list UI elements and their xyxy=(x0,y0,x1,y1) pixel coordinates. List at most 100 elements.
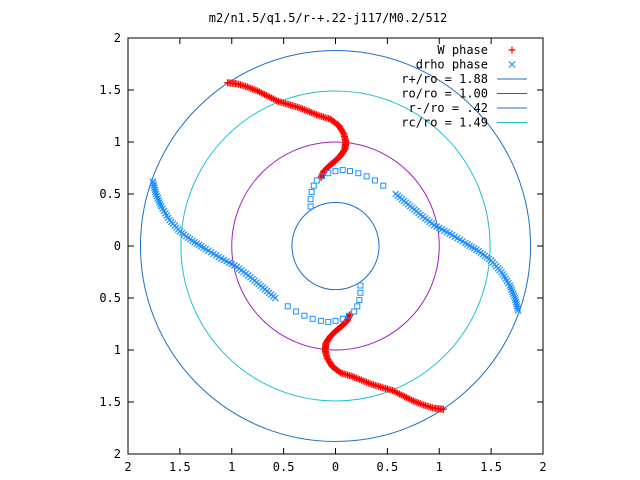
data-point-series-1 xyxy=(508,286,515,294)
data-point-series-0 xyxy=(247,84,255,92)
data-point-series-0 xyxy=(250,86,258,94)
data-point-series-2 xyxy=(339,315,346,322)
data-point-series-0 xyxy=(245,84,253,92)
data-point-series-1 xyxy=(514,304,522,312)
x-tick-label: 1.5 xyxy=(480,460,502,474)
data-point-series-1 xyxy=(152,188,159,196)
data-point-series-0 xyxy=(302,106,310,114)
data-point-series-1 xyxy=(511,294,519,302)
data-point-series-0 xyxy=(252,86,260,94)
data-point-series-0 xyxy=(300,106,308,114)
data-point-series-0 xyxy=(299,105,307,113)
legend-label: rc/ro = 1.49 xyxy=(401,116,488,130)
data-point-series-0 xyxy=(390,387,398,395)
data-point-series-2 xyxy=(301,312,308,319)
data-point-series-0 xyxy=(397,391,405,399)
data-point-series-1 xyxy=(507,284,515,292)
data-point-series-2 xyxy=(319,173,326,180)
data-point-series-1 xyxy=(514,307,522,314)
data-point-series-1 xyxy=(513,300,520,308)
data-point-series-0 xyxy=(411,398,419,406)
data-point-series-2 xyxy=(339,167,346,174)
data-point-series-0 xyxy=(349,373,357,381)
data-point-series-0 xyxy=(413,398,421,406)
data-point-series-1 xyxy=(149,180,157,188)
data-point-series-2 xyxy=(307,196,314,203)
y-tick-label: 2 xyxy=(114,447,121,461)
data-point-series-0 xyxy=(415,399,422,407)
data-point-series-2 xyxy=(345,312,352,319)
data-point-series-0 xyxy=(351,373,359,381)
data-point-series-0 xyxy=(297,104,305,112)
data-point-series-2 xyxy=(309,315,316,322)
x-tick-label: 1 xyxy=(228,460,235,474)
data-point-series-1 xyxy=(509,290,517,298)
data-point-series-2 xyxy=(284,303,291,310)
data-point-series-1 xyxy=(510,292,518,300)
data-point-series-1 xyxy=(156,198,163,206)
data-point-series-0 xyxy=(356,375,364,383)
data-point-series-2 xyxy=(313,177,320,184)
data-point-series-2 xyxy=(380,182,387,189)
x-tick-label: 2 xyxy=(124,460,131,474)
y-tick-label: 2 xyxy=(114,31,121,45)
x-tick-label: 1 xyxy=(436,460,443,474)
data-point-series-0 xyxy=(418,400,426,408)
data-point-series-0 xyxy=(317,173,325,181)
circle-series-4 xyxy=(231,141,440,351)
data-point-series-0 xyxy=(361,378,369,386)
data-point-series-1 xyxy=(154,194,162,202)
data-point-series-0 xyxy=(354,375,362,383)
data-point-series-2 xyxy=(357,282,364,289)
data-point-series-0 xyxy=(312,111,320,119)
circle-series-3 xyxy=(139,49,532,443)
data-point-series-2 xyxy=(354,303,361,310)
reference-circles xyxy=(139,49,532,443)
data-point-series-1 xyxy=(153,192,161,200)
axis-ticks: 2 1.5 1 0.5 0 0.5 1 1.5 221.510.500.511.52 xyxy=(99,31,546,474)
data-point-series-2 xyxy=(325,170,332,177)
data-point-series-0 xyxy=(307,109,315,117)
data-point-series-0 xyxy=(273,97,281,105)
data-point-series-0 xyxy=(357,376,365,384)
data-point-series-0 xyxy=(271,96,279,104)
data-point-series-0 xyxy=(304,107,312,115)
data-point-series-2 xyxy=(308,188,315,195)
x-tick-label: 0.5 xyxy=(273,460,295,474)
data-point-series-1 xyxy=(149,178,157,185)
data-point-series-1 xyxy=(512,298,520,306)
y-tick-label: 0.5 xyxy=(99,187,121,201)
legend-label: W phase xyxy=(437,43,488,57)
data-point-series-0 xyxy=(352,374,360,382)
data-point-series-2 xyxy=(332,168,339,175)
data-point-series-2 xyxy=(351,308,358,315)
data-point-series-0 xyxy=(309,109,317,117)
data-point-series-2 xyxy=(293,308,300,315)
data-point-series-2 xyxy=(363,173,370,180)
data-point-series-0 xyxy=(366,380,374,388)
x-tick-label: 0.5 xyxy=(377,460,399,474)
data-point-series-2 xyxy=(310,182,317,189)
data-point-series-0 xyxy=(408,396,416,404)
y-tick-label: 1 xyxy=(114,135,121,149)
data-point-series-2 xyxy=(371,177,378,184)
data-point-series-0 xyxy=(243,83,251,91)
data-point-series-1 xyxy=(513,302,521,310)
data-point-series-1 xyxy=(512,296,519,304)
y-tick-label: 1 xyxy=(114,343,121,357)
data-point-series-1 xyxy=(151,186,159,194)
data-point-series-0 xyxy=(346,311,354,319)
data-point-series-0 xyxy=(416,400,424,408)
data-point-series-1 xyxy=(508,288,516,296)
circle-series-6 xyxy=(180,90,491,402)
data-point-series-1 xyxy=(152,190,160,198)
data-point-series-0 xyxy=(392,388,400,396)
data-point-series-2 xyxy=(332,317,339,324)
data-point-series-2 xyxy=(347,168,354,175)
x-tick-label: 0 xyxy=(332,460,339,474)
data-point-series-0 xyxy=(420,401,428,409)
circle-series-5 xyxy=(291,201,380,291)
